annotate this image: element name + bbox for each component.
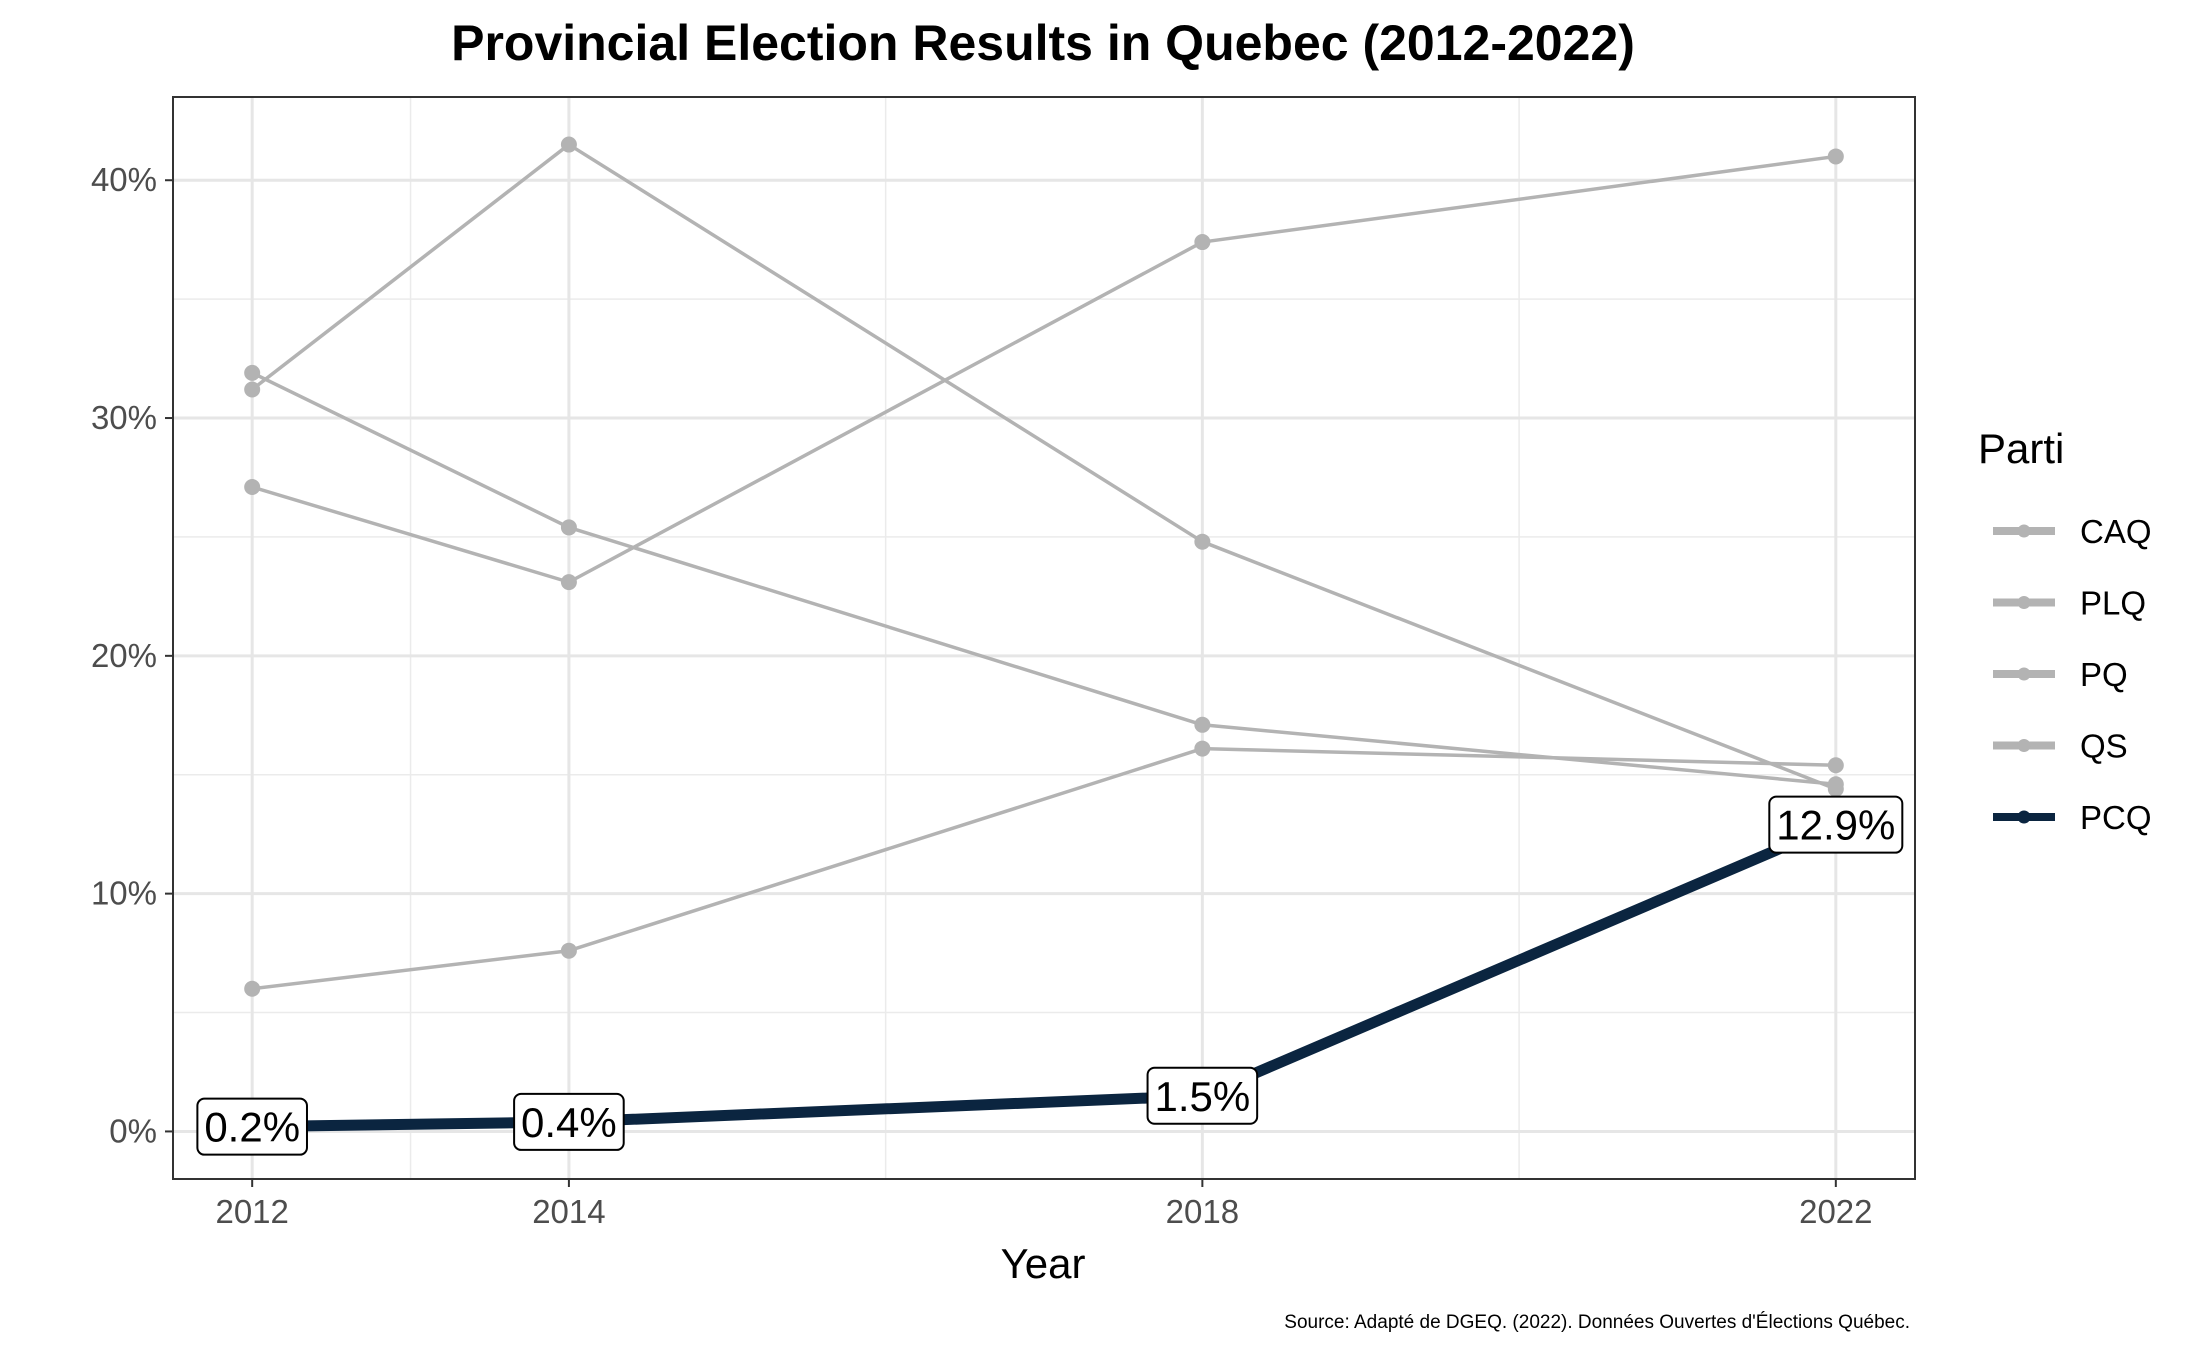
x-tick-label: 2018 xyxy=(1166,1193,1239,1230)
series-line-qs xyxy=(251,746,1836,991)
data-point-pq xyxy=(244,364,261,381)
data-point-qs xyxy=(560,942,577,959)
legend: CAQ PLQ PQ QS PCQ xyxy=(1993,513,2152,836)
data-labels: 0.2% 0.4% 1.5% 12.9% xyxy=(196,795,1904,1156)
chart-title: Provincial Election Results in Quebec (2… xyxy=(451,15,1635,71)
y-tick-label: 30% xyxy=(91,399,157,436)
data-point-qs xyxy=(1194,740,1211,757)
y-tick-label: 10% xyxy=(91,875,157,912)
grid-major xyxy=(173,97,1915,1179)
grid-minor xyxy=(173,97,1915,1179)
y-tick-label: 0% xyxy=(109,1112,157,1149)
data-point-caq xyxy=(244,478,261,495)
y-tick-label: 20% xyxy=(91,637,157,674)
data-point-pq xyxy=(1194,716,1211,733)
legend-key-point-plq xyxy=(2017,596,2031,609)
legend-label-plq: PLQ xyxy=(2080,585,2146,622)
data-label-box xyxy=(513,1092,625,1151)
legend-label-caq: CAQ xyxy=(2080,513,2152,550)
legend-label-pq: PQ xyxy=(2080,656,2128,693)
data-point-plq xyxy=(1194,533,1211,550)
series-line-caq xyxy=(251,154,1837,584)
x-tick-label: 2022 xyxy=(1799,1193,1872,1230)
panel-background xyxy=(173,97,1915,1179)
data-label: 12.9% xyxy=(1776,802,1895,849)
legend-title: Parti xyxy=(1978,425,2064,472)
y-axis: 0% 10% 20% 30% 40% xyxy=(91,161,173,1149)
data-label: 0.4% xyxy=(521,1099,617,1146)
data-label-box xyxy=(196,1097,308,1156)
series-line-pcq xyxy=(252,819,1838,1133)
data-label: 0.2% xyxy=(204,1104,300,1151)
data-point-caq xyxy=(1194,234,1211,251)
series-line-pq xyxy=(251,371,1836,786)
panel-border xyxy=(172,96,1916,1180)
data-point-pq xyxy=(560,519,577,536)
data-point-qs xyxy=(244,980,261,997)
x-tick-label: 2012 xyxy=(215,1193,288,1230)
data-point-caq xyxy=(1827,148,1844,165)
x-tick-label: 2014 xyxy=(532,1193,605,1230)
x-axis-title: Year xyxy=(1001,1240,1086,1287)
y-tick-label: 40% xyxy=(91,161,157,198)
data-point-plq xyxy=(244,381,261,398)
legend-key-point-caq xyxy=(2017,524,2031,538)
legend-key-point-qs xyxy=(2017,739,2031,752)
data-point-pq xyxy=(1827,776,1844,793)
legend-key-point-pcq xyxy=(2017,810,2031,824)
x-axis: 2012 2014 2018 2022 xyxy=(215,1179,1873,1230)
data-label-box xyxy=(1768,795,1904,854)
data-point-caq xyxy=(560,574,577,591)
series-line-plq xyxy=(251,142,1837,791)
data-label-box xyxy=(1146,1066,1259,1125)
data-point-qs xyxy=(1827,757,1844,774)
data-point-plq xyxy=(560,136,577,153)
legend-label-qs: QS xyxy=(2080,728,2128,765)
legend-label-pcq: PCQ xyxy=(2080,799,2152,836)
data-label: 1.5% xyxy=(1154,1073,1250,1120)
source-caption: Source: Adapté de DGEQ. (2022). Données … xyxy=(1284,1312,1910,1333)
legend-key-point-pq xyxy=(2017,667,2031,681)
series-lines xyxy=(251,142,1838,1133)
